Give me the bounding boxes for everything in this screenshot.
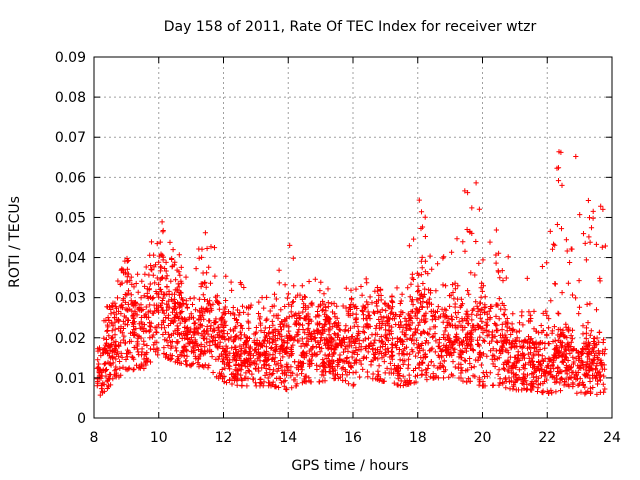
y-tick-label: 0.03 [55, 291, 86, 307]
x-tick-label: 18 [409, 430, 427, 446]
y-tick-label: 0.06 [55, 170, 86, 186]
x-tick-label: 12 [215, 430, 233, 446]
data-points [94, 149, 608, 398]
x-axis-label: GPS time / hours [291, 458, 408, 474]
x-tick-label: 22 [538, 430, 556, 446]
y-tick-label: 0.04 [55, 251, 86, 267]
axis-ticks [93, 56, 613, 419]
y-tick-label: 0.02 [55, 331, 86, 347]
x-tick-label: 24 [603, 430, 621, 446]
y-axis-tick-labels: 0 0.01 0.02 0.03 0.04 0.05 0.06 0.07 0.08 0.09 [55, 50, 86, 427]
y-axis-label: ROTI / TECUs [7, 196, 23, 288]
y-tick-label: 0 [77, 411, 86, 427]
x-tick-label: 20 [474, 430, 492, 446]
y-tick-label: 0.07 [55, 130, 86, 146]
x-tick-label: 8 [90, 430, 99, 446]
chart-title: Day 158 of 2011, Rate Of TEC Index for r… [164, 19, 537, 35]
y-tick-label: 0.08 [55, 90, 86, 106]
y-tick-label: 0.05 [55, 210, 86, 226]
x-tick-label: 16 [344, 430, 362, 446]
x-tick-label: 14 [279, 430, 297, 446]
y-tick-label: 0.01 [55, 371, 86, 387]
x-tick-label: 10 [150, 430, 168, 446]
roti-point-markers [94, 149, 608, 398]
y-tick-label: 0.09 [55, 50, 86, 66]
x-axis-tick-labels: 8 10 12 14 16 18 20 22 24 [90, 430, 621, 446]
